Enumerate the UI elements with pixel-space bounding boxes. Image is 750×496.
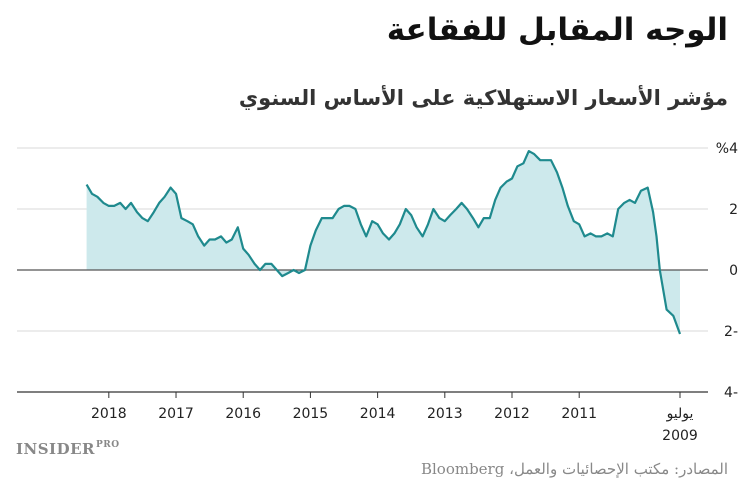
brand-logo: INSIDERPRO: [16, 440, 120, 458]
cpi-line: [85, 150, 682, 335]
x-tick-label: 2012: [494, 406, 530, 422]
x-axis: يوليو 2009 2011 2012 2013 2014 2015 2016 2017 201…: [91, 392, 698, 444]
x-tick-label: 2017: [158, 406, 194, 422]
x-tick-label: 2013: [427, 406, 463, 422]
x-tick-label: 2015: [293, 406, 329, 422]
cpi-area: [86, 151, 681, 334]
y-tick-label: 2-: [724, 324, 738, 340]
x-tick-label: 2011: [561, 406, 597, 422]
x-tick-label: 2018: [91, 406, 127, 422]
source-note: المصادر: مكتب الإحصائيات والعمل، Bloombe…: [420, 460, 728, 478]
y-tick-label: 2: [729, 202, 738, 218]
y-tick-label: 4-: [724, 385, 738, 401]
x-tick-label: 2014: [360, 406, 396, 422]
x-tick-label-year: 2009: [662, 428, 698, 444]
x-tick-label: يوليو: [666, 406, 694, 422]
x-tick-label: 2016: [225, 406, 261, 422]
y-axis: %4 2 0 2- 4-: [716, 141, 738, 401]
chart-subtitle: مؤشر الأسعار الاستهلاكية على الأساس السن…: [238, 86, 728, 110]
chart-title: الوجه المقابل للفقاعة: [386, 12, 728, 48]
y-tick-label: %4: [716, 141, 738, 157]
brand-name: INSIDER: [16, 440, 95, 458]
brand-suffix: PRO: [95, 440, 120, 450]
y-tick-label: 0: [729, 263, 738, 279]
